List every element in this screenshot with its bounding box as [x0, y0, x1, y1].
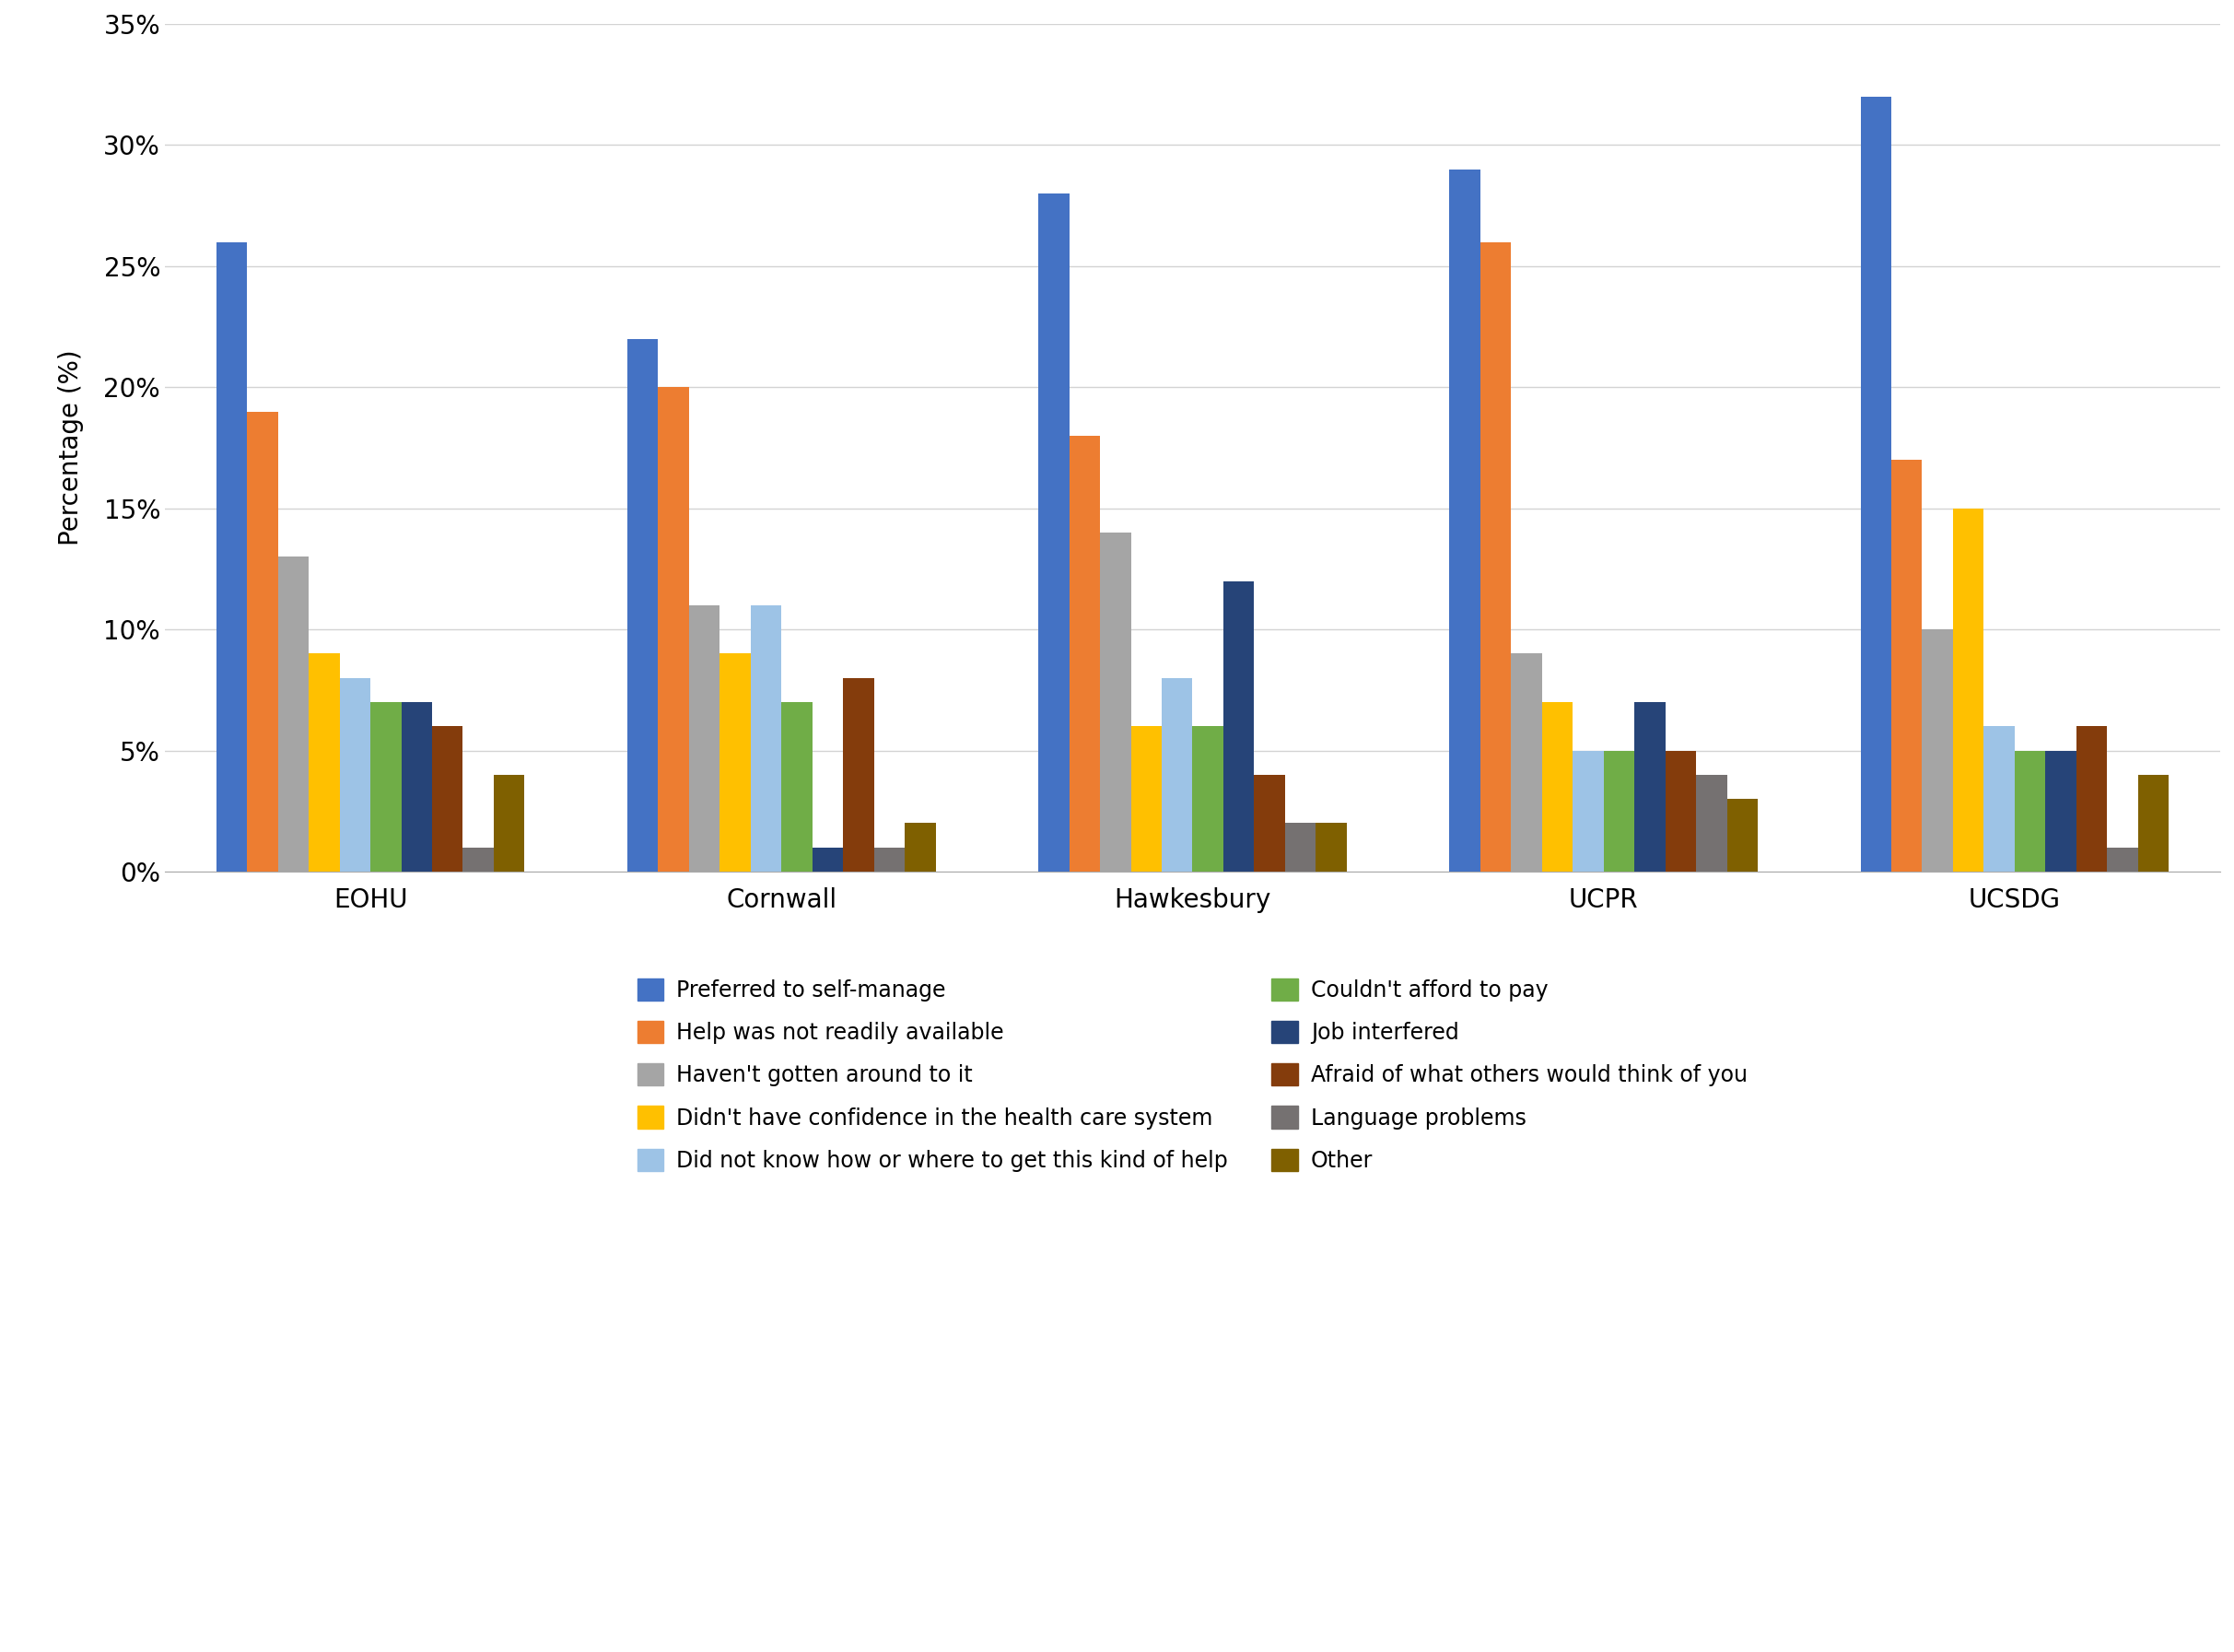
Bar — [402, 702, 431, 872]
Bar — [1070, 436, 1099, 872]
Bar — [1727, 800, 1758, 872]
Bar — [462, 847, 494, 872]
Bar — [2075, 727, 2107, 872]
Bar — [1193, 727, 1224, 872]
Bar — [1541, 702, 1573, 872]
Bar — [340, 677, 371, 872]
Bar — [659, 387, 688, 872]
Bar — [1696, 775, 1727, 872]
Bar — [1481, 241, 1510, 872]
Bar — [1664, 750, 1696, 872]
Bar — [431, 727, 462, 872]
Bar — [751, 605, 782, 872]
Bar — [1510, 654, 1541, 872]
Bar — [782, 702, 813, 872]
Bar — [1953, 509, 1984, 872]
Legend: Preferred to self-manage, Help was not readily available, Haven't gotten around : Preferred to self-manage, Help was not r… — [626, 966, 1758, 1183]
Bar — [1253, 775, 1285, 872]
Bar — [2046, 750, 2075, 872]
Bar — [1984, 727, 2015, 872]
Bar — [1635, 702, 1664, 872]
Bar — [842, 677, 873, 872]
Bar — [1316, 823, 1347, 872]
Bar — [1162, 677, 1193, 872]
Bar — [1861, 96, 1892, 872]
Bar — [719, 654, 751, 872]
Bar — [1224, 582, 1253, 872]
Bar — [1450, 169, 1481, 872]
Bar — [371, 702, 402, 872]
Bar — [494, 775, 525, 872]
Bar — [1130, 727, 1162, 872]
Bar — [1285, 823, 1316, 872]
Bar — [688, 605, 719, 872]
Bar — [248, 411, 277, 872]
Bar — [2015, 750, 2046, 872]
Bar — [1921, 629, 1953, 872]
Bar — [1604, 750, 1635, 872]
Bar — [628, 339, 659, 872]
Bar — [873, 847, 905, 872]
Bar — [905, 823, 936, 872]
Y-axis label: Percentage (%): Percentage (%) — [58, 350, 85, 545]
Bar — [1573, 750, 1604, 872]
Bar — [277, 557, 308, 872]
Bar — [2107, 847, 2138, 872]
Bar — [1039, 193, 1070, 872]
Bar — [1099, 532, 1130, 872]
Bar — [217, 241, 248, 872]
Bar — [1892, 459, 1921, 872]
Bar — [2138, 775, 2169, 872]
Bar — [308, 654, 340, 872]
Bar — [813, 847, 842, 872]
